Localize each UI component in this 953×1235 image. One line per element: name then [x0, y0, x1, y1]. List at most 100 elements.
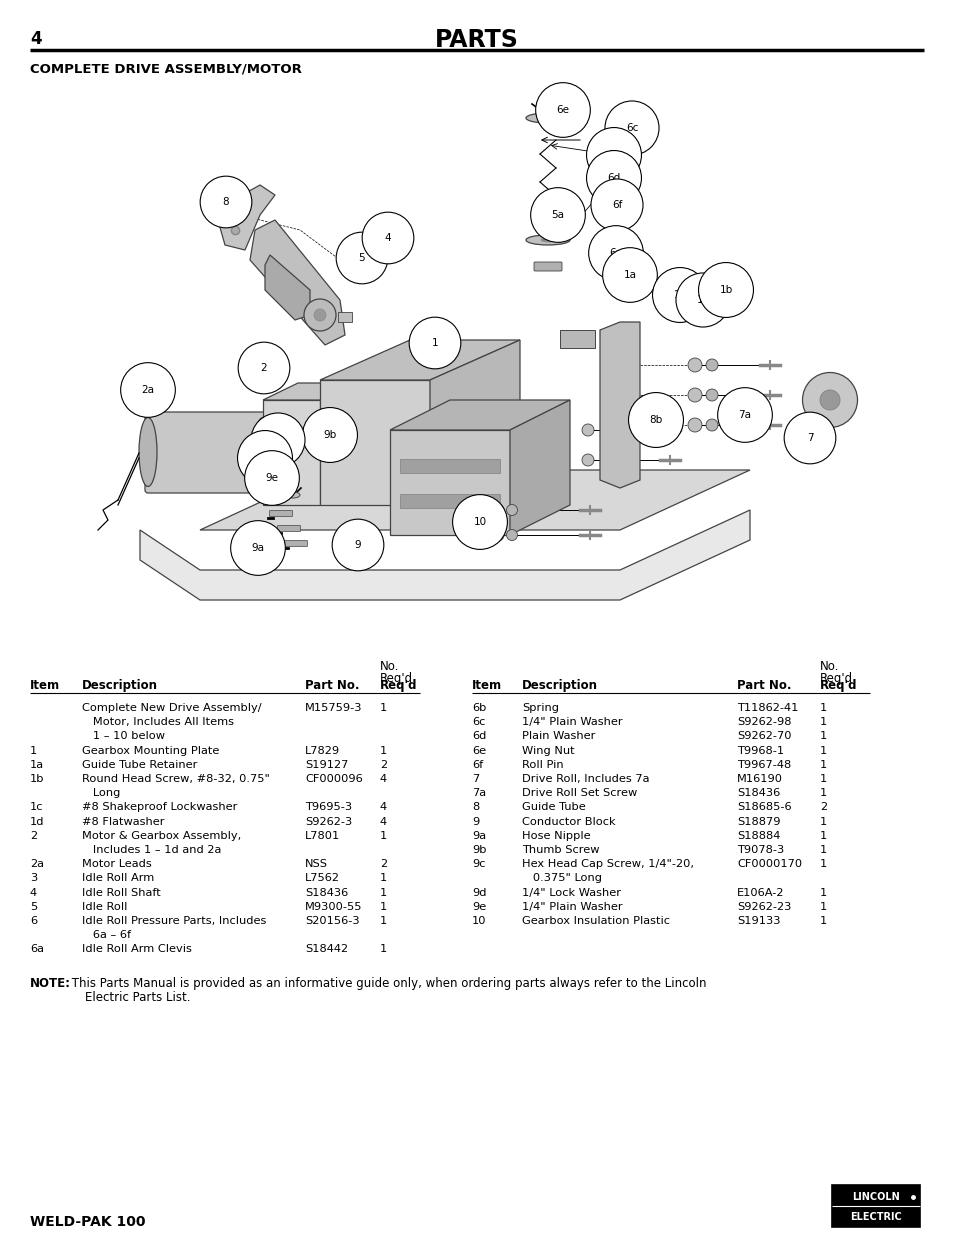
Text: #8 Shakeproof Lockwasher: #8 Shakeproof Lockwasher — [82, 803, 237, 813]
Text: Guide Tube: Guide Tube — [521, 803, 585, 813]
Text: 8b: 8b — [649, 415, 662, 425]
Text: WELD-PAK 100: WELD-PAK 100 — [30, 1215, 146, 1229]
Ellipse shape — [705, 419, 718, 431]
Text: 1: 1 — [820, 718, 826, 727]
Polygon shape — [214, 185, 274, 249]
Text: 9: 9 — [355, 540, 361, 550]
Text: 9d: 9d — [472, 888, 486, 898]
Text: 1: 1 — [820, 731, 826, 741]
Text: #8 Flatwasher: #8 Flatwasher — [82, 816, 164, 826]
Text: S9262-98: S9262-98 — [737, 718, 791, 727]
Text: 6e: 6e — [556, 105, 569, 115]
Text: Motor Leads: Motor Leads — [82, 860, 152, 869]
Text: 8: 8 — [222, 198, 229, 207]
Text: M15759-3: M15759-3 — [305, 703, 362, 713]
Text: 1/4" Plain Washer: 1/4" Plain Washer — [521, 902, 622, 911]
Text: 1: 1 — [820, 703, 826, 713]
FancyBboxPatch shape — [269, 510, 293, 516]
Text: NSS: NSS — [305, 860, 328, 869]
Text: ELECTRIC: ELECTRIC — [849, 1212, 901, 1221]
Text: 6f: 6f — [611, 200, 621, 210]
Text: 6a: 6a — [609, 248, 622, 258]
Polygon shape — [430, 340, 519, 505]
Text: S18436: S18436 — [305, 888, 348, 898]
Text: Motor, Includes All Items: Motor, Includes All Items — [82, 718, 233, 727]
Text: 1: 1 — [820, 774, 826, 784]
Text: S18884: S18884 — [737, 831, 780, 841]
Text: PARTS: PARTS — [435, 28, 518, 52]
Text: Thumb Screw: Thumb Screw — [521, 845, 598, 855]
Text: Drive Roll, Includes 7a: Drive Roll, Includes 7a — [521, 774, 649, 784]
Text: T11862-41: T11862-41 — [737, 703, 798, 713]
Text: 4: 4 — [379, 816, 387, 826]
Ellipse shape — [687, 388, 701, 403]
Text: S18879: S18879 — [737, 816, 780, 826]
Text: 1: 1 — [820, 746, 826, 756]
Ellipse shape — [705, 359, 718, 370]
Text: Req'd: Req'd — [820, 679, 857, 692]
Text: Drive Roll Set Screw: Drive Roll Set Screw — [521, 788, 637, 798]
Text: T9967-48: T9967-48 — [737, 760, 790, 769]
Text: S19133: S19133 — [737, 916, 780, 926]
FancyBboxPatch shape — [534, 262, 561, 270]
Text: 7a: 7a — [738, 410, 751, 420]
Text: Hex Head Cap Screw, 1/4"-20,: Hex Head Cap Screw, 1/4"-20, — [521, 860, 693, 869]
Text: 4: 4 — [379, 803, 387, 813]
Text: M16190: M16190 — [737, 774, 782, 784]
Text: 6c: 6c — [472, 718, 485, 727]
Text: 9b: 9b — [472, 845, 486, 855]
FancyBboxPatch shape — [559, 330, 595, 348]
Polygon shape — [263, 383, 355, 400]
Text: 1: 1 — [432, 338, 437, 348]
Ellipse shape — [820, 390, 840, 410]
Ellipse shape — [253, 417, 272, 487]
Text: 1: 1 — [820, 816, 826, 826]
Ellipse shape — [492, 529, 503, 541]
Text: 1/4" Plain Washer: 1/4" Plain Washer — [521, 718, 622, 727]
Text: Part No.: Part No. — [737, 679, 791, 692]
Ellipse shape — [540, 238, 555, 242]
FancyBboxPatch shape — [277, 526, 300, 531]
Text: L7562: L7562 — [305, 873, 339, 883]
Text: T9078-3: T9078-3 — [737, 845, 783, 855]
Polygon shape — [265, 254, 310, 320]
Polygon shape — [599, 322, 639, 488]
Polygon shape — [390, 400, 569, 430]
Text: 6a: 6a — [30, 945, 44, 955]
Text: NOTE:: NOTE: — [30, 977, 71, 989]
Text: 1: 1 — [820, 888, 826, 898]
Text: 1c: 1c — [30, 803, 44, 813]
Text: 7a: 7a — [472, 788, 486, 798]
Text: 1: 1 — [379, 831, 387, 841]
Text: No.: No. — [379, 659, 399, 673]
Text: S20156-3: S20156-3 — [305, 916, 359, 926]
Text: S9262-23: S9262-23 — [737, 902, 791, 911]
Text: 9a: 9a — [252, 543, 264, 553]
Text: 4: 4 — [30, 888, 37, 898]
Text: 1: 1 — [30, 746, 37, 756]
Text: 1: 1 — [820, 788, 826, 798]
Text: 1: 1 — [379, 888, 387, 898]
Text: This Parts Manual is provided as an informative guide only, when ordering parts : This Parts Manual is provided as an info… — [68, 977, 706, 989]
Text: 1: 1 — [820, 845, 826, 855]
Text: Guide Tube Retainer: Guide Tube Retainer — [82, 760, 197, 769]
Text: 9d: 9d — [258, 453, 272, 463]
Polygon shape — [263, 400, 319, 505]
Text: 6f: 6f — [472, 760, 483, 769]
Text: 1/4" Lock Washer: 1/4" Lock Washer — [521, 888, 620, 898]
Polygon shape — [250, 220, 345, 345]
Ellipse shape — [540, 116, 555, 120]
Text: 5: 5 — [30, 902, 37, 911]
Text: 1b: 1b — [30, 774, 45, 784]
Text: 1: 1 — [820, 860, 826, 869]
Ellipse shape — [525, 235, 569, 245]
Polygon shape — [200, 471, 749, 530]
FancyBboxPatch shape — [337, 312, 352, 322]
Text: Description: Description — [521, 679, 598, 692]
Text: 1: 1 — [379, 873, 387, 883]
Text: T9695-3: T9695-3 — [305, 803, 352, 813]
Text: Idle Roll Pressure Parts, Includes: Idle Roll Pressure Parts, Includes — [82, 916, 266, 926]
Text: 10: 10 — [473, 517, 486, 527]
Polygon shape — [319, 340, 519, 380]
Text: CF0000170: CF0000170 — [737, 860, 801, 869]
